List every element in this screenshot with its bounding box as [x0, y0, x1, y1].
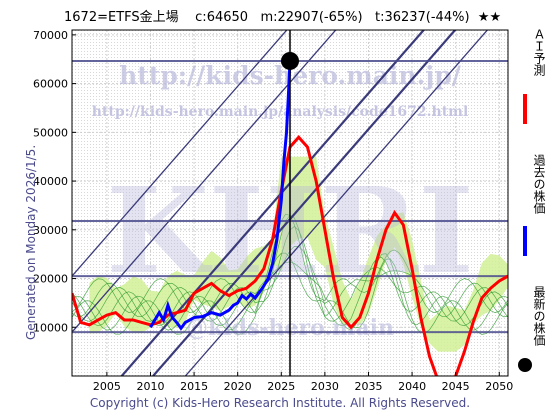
y-tick-label: 30000	[33, 224, 68, 237]
legend-swatch-dot	[518, 358, 532, 372]
x-tick-label: 2040	[398, 380, 426, 393]
latest-marker	[281, 51, 299, 70]
x-tick-label: 2030	[311, 380, 339, 393]
x-tick-label: 2045	[442, 380, 470, 393]
plot-frame	[71, 29, 509, 377]
latest-price-dot	[281, 51, 299, 70]
y-tick-label: 50000	[33, 126, 68, 139]
legend: ＡＩ予測 過去の株価 最新の株価	[514, 28, 548, 378]
watermark-analysis-url: http://kids-hero.main.jp/analysis/code16…	[92, 104, 469, 120]
legend-item-ai-forecast: ＡＩ予測	[514, 28, 548, 148]
channel-line	[184, 30, 489, 376]
legend-swatch-red	[523, 94, 527, 124]
legend-item-past-price: 過去の株価	[514, 154, 548, 274]
x-tick-label: 2050	[485, 380, 513, 393]
legend-swatch-blue	[523, 226, 527, 256]
y-tick-label: 70000	[33, 29, 68, 42]
x-tick-label: 2015	[180, 380, 208, 393]
copyright: Copyright (c) Kids-Hero Research Institu…	[89, 396, 471, 410]
y-tick-label: 40000	[33, 175, 68, 188]
chart-title: 1672=ETFS金上場 c:64650 m:22907(-65%) t:362…	[64, 10, 502, 25]
x-tick-label: 2010	[136, 380, 164, 393]
channel-line	[72, 30, 288, 277]
y-tick-label: 60000	[33, 78, 68, 91]
series-past-price	[149, 60, 292, 331]
legend-label: ＡＩ予測	[532, 28, 546, 76]
generated-date: Generated on Monday 2026/1/5.	[24, 144, 38, 340]
legend-label: 過去の株価	[532, 154, 546, 214]
y-tick-label: 10000	[33, 321, 68, 334]
axis-ticks: 2005 2010 2015 2020 2025 2030 2035 2040 2045 2050…	[33, 29, 513, 393]
x-tick-label: 2035	[354, 380, 382, 393]
channel-line	[120, 30, 426, 376]
x-tick-label: 2025	[267, 380, 295, 393]
x-tick-label: 2005	[93, 380, 121, 393]
channel-line	[152, 30, 457, 376]
legend-label: 最新の株価	[532, 286, 546, 346]
y-tick-label: 20000	[33, 273, 68, 286]
x-tick-label: 2020	[224, 380, 252, 393]
legend-item-latest-price: 最新の株価	[514, 286, 548, 406]
